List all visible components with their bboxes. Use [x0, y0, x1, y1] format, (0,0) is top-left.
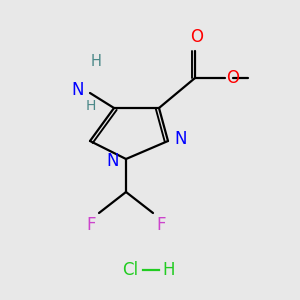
- Text: H: H: [85, 99, 96, 113]
- Text: H: H: [162, 261, 175, 279]
- Text: Cl: Cl: [122, 261, 138, 279]
- Text: N: N: [71, 81, 84, 99]
- Text: O: O: [226, 69, 239, 87]
- Text: O: O: [190, 28, 203, 46]
- Text: H: H: [91, 54, 101, 69]
- Text: F: F: [156, 216, 166, 234]
- Text: N: N: [106, 152, 118, 169]
- Text: N: N: [175, 130, 187, 148]
- Text: F: F: [86, 216, 96, 234]
